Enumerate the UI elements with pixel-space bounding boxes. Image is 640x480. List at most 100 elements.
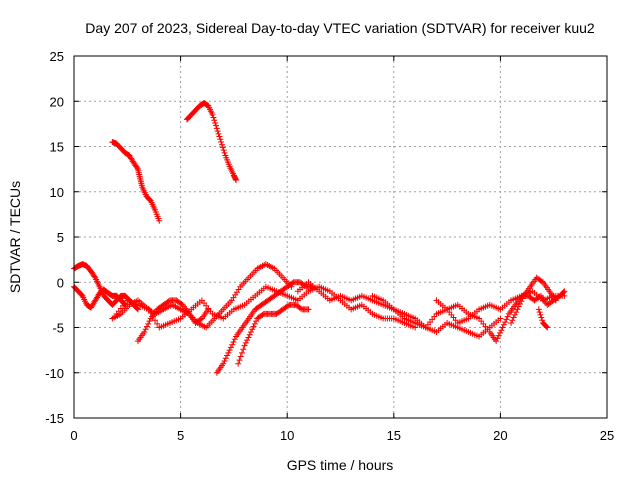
data-point	[552, 297, 559, 304]
y-tick-label: 0	[57, 275, 64, 290]
y-tick-label: 20	[50, 94, 64, 109]
data-point	[141, 329, 148, 336]
data-point	[250, 323, 257, 330]
y-tick-label: -5	[52, 321, 64, 336]
data-point	[498, 327, 505, 334]
data-point	[241, 342, 248, 349]
data-point	[245, 334, 252, 341]
data-point	[226, 347, 233, 354]
axis-ticks: 0 5 10 15 20 25 -15 -10 -5 0 5 10 15 20 25	[45, 49, 614, 443]
data-point	[538, 278, 545, 285]
y-tick-label: 25	[50, 49, 64, 64]
data-point	[535, 306, 542, 313]
data-point	[511, 311, 518, 318]
data-point	[259, 311, 266, 318]
data-point	[218, 138, 225, 145]
data-point	[543, 323, 550, 330]
data-point	[205, 306, 212, 313]
data-point	[210, 114, 217, 121]
data-point	[165, 298, 172, 305]
y-axis-label: SDTVAR / TECUs	[7, 181, 23, 293]
data-point	[496, 329, 503, 336]
data-point	[510, 314, 517, 321]
data-point	[212, 119, 219, 126]
data-point	[249, 326, 256, 333]
data-point	[517, 300, 524, 307]
data-point	[209, 111, 216, 118]
data-point	[503, 316, 510, 323]
data-point	[217, 136, 224, 143]
data-points	[71, 100, 568, 376]
series-arc-k	[369, 292, 504, 340]
data-point	[504, 313, 511, 320]
data-point	[134, 164, 141, 171]
data-point	[224, 352, 231, 359]
series-arc-j	[294, 279, 568, 331]
data-point	[142, 326, 149, 333]
data-point	[154, 320, 161, 327]
x-axis-label: GPS time / hours	[287, 457, 394, 473]
data-point	[221, 149, 228, 156]
data-point	[246, 331, 253, 338]
data-point	[229, 341, 236, 348]
y-tick-label: 10	[50, 185, 64, 200]
data-point	[212, 122, 219, 129]
series-arc-m	[508, 274, 559, 326]
data-point	[495, 332, 502, 339]
y-tick-label: -15	[45, 411, 64, 426]
data-point	[215, 130, 222, 137]
data-point	[230, 338, 237, 345]
data-point	[536, 309, 543, 316]
data-point	[508, 319, 515, 326]
data-point	[289, 280, 296, 287]
data-point	[220, 360, 227, 367]
y-tick-label: -10	[45, 366, 64, 381]
data-point	[513, 309, 520, 316]
data-point	[561, 288, 568, 295]
data-point	[235, 360, 242, 367]
series-arc-g	[134, 297, 212, 345]
data-point	[518, 298, 525, 305]
data-point	[242, 339, 249, 346]
data-point	[499, 324, 506, 331]
data-point	[156, 217, 163, 224]
series-arc-n	[535, 306, 551, 331]
data-point	[539, 317, 546, 324]
data-point	[197, 316, 204, 323]
series-arc-b	[183, 100, 240, 183]
data-point	[236, 357, 243, 364]
data-point	[145, 306, 152, 313]
data-point	[219, 144, 226, 151]
data-point	[143, 323, 150, 330]
data-point	[240, 346, 247, 353]
data-point	[145, 320, 152, 327]
data-point	[519, 295, 526, 302]
x-tick-label: 25	[600, 428, 614, 443]
x-tick-label: 20	[493, 428, 507, 443]
y-tick-label: 15	[50, 140, 64, 155]
data-point	[225, 349, 232, 356]
series-arc-a	[109, 138, 163, 224]
data-point	[285, 302, 292, 309]
data-point	[91, 273, 98, 280]
data-point	[494, 335, 501, 342]
data-point	[214, 128, 221, 135]
data-point	[211, 117, 218, 124]
data-point	[237, 353, 244, 360]
data-point	[146, 318, 153, 325]
series-arc-i	[235, 301, 312, 367]
data-point	[502, 319, 509, 326]
data-point	[536, 293, 543, 300]
x-tick-label: 5	[177, 428, 184, 443]
data-point	[515, 303, 522, 310]
series-arc-h	[213, 279, 316, 376]
data-point	[297, 305, 304, 312]
data-point	[514, 306, 521, 313]
x-tick-label: 10	[280, 428, 294, 443]
data-point	[538, 314, 545, 321]
data-point	[221, 357, 228, 364]
data-point	[218, 141, 225, 148]
data-point	[244, 337, 251, 344]
chart-title: Day 207 of 2023, Sidereal Day-to-day VTE…	[85, 20, 595, 36]
